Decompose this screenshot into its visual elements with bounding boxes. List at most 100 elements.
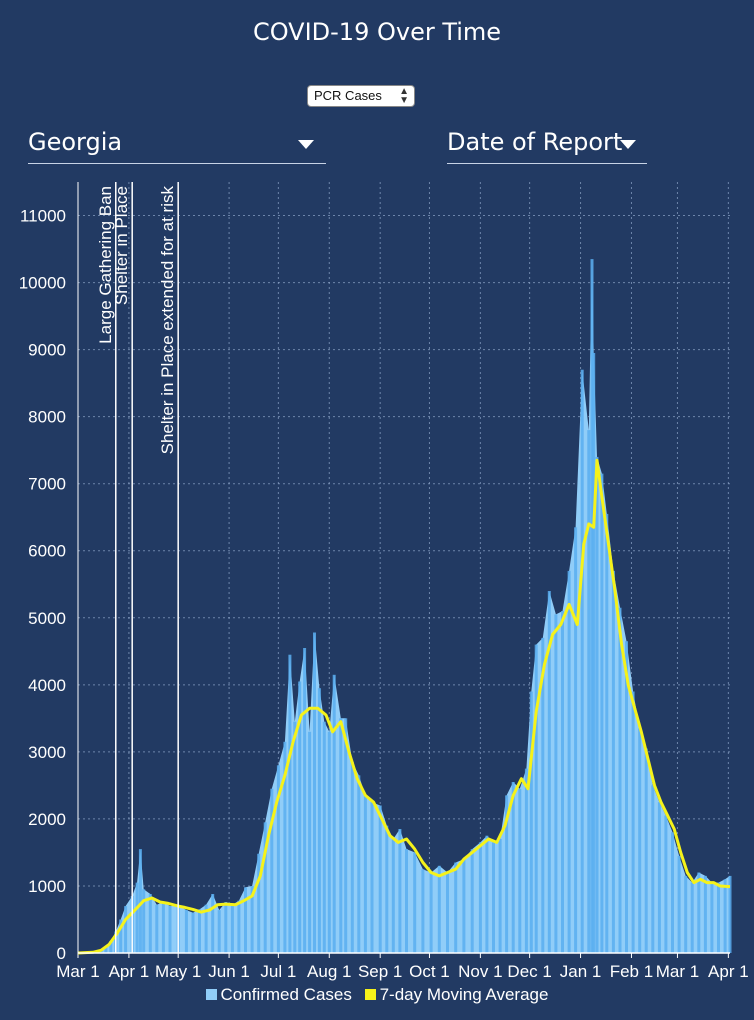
cases-bar xyxy=(446,872,449,953)
caret-down-icon xyxy=(298,140,314,149)
cases-bar xyxy=(644,748,648,953)
cases-bar xyxy=(413,852,417,953)
cases-bar xyxy=(217,910,221,953)
cases-bar xyxy=(332,674,336,953)
cases-bar xyxy=(651,785,655,953)
y-tick-label: 2000 xyxy=(28,810,66,829)
legend-item-average: 7-day Moving Average xyxy=(364,985,549,1004)
cases-bar xyxy=(298,681,302,953)
cases-bar xyxy=(671,832,674,953)
cases-bar xyxy=(391,839,395,953)
cases-bar xyxy=(728,875,732,953)
cases-bar xyxy=(276,765,280,953)
cases-bar xyxy=(684,875,688,953)
cases-bar xyxy=(574,527,578,953)
date-type-dropdown-value: Date of Report xyxy=(447,128,623,156)
cases-bar xyxy=(534,644,538,953)
y-tick-label: 6000 xyxy=(28,542,66,561)
x-tick-label: Dec 1 xyxy=(507,962,551,981)
x-tick-label: Apr 1 xyxy=(708,962,749,981)
cases-bar xyxy=(142,889,146,953)
cases-bar xyxy=(357,775,361,953)
cases-bar xyxy=(224,902,228,953)
cases-bar xyxy=(529,691,533,953)
y-tick-label: 0 xyxy=(57,944,66,963)
x-tick-label: Jun 1 xyxy=(208,962,250,981)
cases-bar xyxy=(625,641,628,953)
cases-bar xyxy=(631,691,635,953)
cases-bar xyxy=(322,721,326,953)
y-tick-label: 10000 xyxy=(19,274,66,293)
x-tick-label: Nov 1 xyxy=(458,962,502,981)
cases-bar xyxy=(138,849,142,953)
cases-bar xyxy=(723,879,727,953)
x-tick-label: Aug 1 xyxy=(307,962,351,981)
cases-bar xyxy=(470,849,474,953)
y-tick-label: 7000 xyxy=(28,475,66,494)
cases-bar xyxy=(344,718,348,953)
cases-bar xyxy=(587,430,591,954)
cases-bar xyxy=(257,853,261,953)
cases-bar xyxy=(317,688,321,953)
moving-average-line xyxy=(77,458,731,955)
cases-bar xyxy=(590,259,594,954)
cases-area xyxy=(78,259,730,954)
cases-bar xyxy=(293,721,297,953)
cases-bar xyxy=(370,802,374,953)
cases-bar xyxy=(592,353,596,953)
y-tick-label: 4000 xyxy=(28,676,66,695)
y-tick-label: 3000 xyxy=(28,743,66,762)
cases-bar xyxy=(168,906,172,953)
cases-bar xyxy=(124,906,128,953)
cases-bar xyxy=(710,882,714,953)
x-tick-label: Feb 1 xyxy=(610,962,653,981)
cases-bar xyxy=(657,802,661,953)
cases-bar xyxy=(524,768,528,953)
cases-bar xyxy=(664,815,668,953)
annotation-label: Shelter in Place extended for at risk xyxy=(158,186,177,455)
cases-bar xyxy=(485,835,489,953)
metric-select[interactable]: PCR Cases ▲ ▼ xyxy=(307,85,415,107)
cases-bar xyxy=(703,875,707,953)
region-dropdown-value: Georgia xyxy=(28,128,123,156)
cases-bar xyxy=(511,782,515,953)
legend-label-average: 7-day Moving Average xyxy=(379,985,549,1004)
cases-bar xyxy=(611,570,615,953)
annotation-label: Shelter in Place xyxy=(112,186,131,305)
metric-select-value: PCR Cases xyxy=(314,88,382,103)
cases-bar xyxy=(378,805,382,953)
cases-bar xyxy=(398,829,402,953)
cases-bar xyxy=(327,731,331,953)
cases-bar xyxy=(605,513,609,953)
y-tick-label: 8000 xyxy=(28,408,66,427)
cases-bar xyxy=(350,761,354,953)
cases-bar xyxy=(198,909,201,953)
cases-bar xyxy=(421,869,425,953)
cases-bar xyxy=(288,654,292,953)
cases-bar xyxy=(697,872,701,953)
annotation-label: Large Gathering Ban xyxy=(96,186,115,344)
x-tick-label: Oct 1 xyxy=(409,962,450,981)
legend-label-cases: Confirmed Cases xyxy=(220,985,352,1004)
chart-legend: Confirmed Cases 7-day Moving Average xyxy=(0,985,754,1005)
x-tick-label: May 1 xyxy=(155,962,201,981)
cases-bar xyxy=(204,904,208,953)
cases-bar xyxy=(244,887,247,953)
cases-bar xyxy=(155,904,159,953)
date-type-dropdown[interactable]: Date of Report xyxy=(447,128,647,164)
legend-swatch-average xyxy=(364,989,376,1000)
cases-bar xyxy=(498,839,502,953)
cases-bar xyxy=(237,900,241,953)
cases-bar xyxy=(580,369,584,953)
cases-bar xyxy=(104,947,108,953)
cases-bar xyxy=(547,591,551,953)
y-tick-label: 11000 xyxy=(20,207,66,226)
cases-bar xyxy=(250,886,254,953)
cases-bar xyxy=(308,731,312,953)
region-dropdown[interactable]: Georgia xyxy=(28,128,326,164)
y-tick-label: 9000 xyxy=(28,341,66,360)
cases-bar xyxy=(462,859,466,953)
cases-bar xyxy=(405,849,408,953)
cases-bar xyxy=(454,862,458,953)
